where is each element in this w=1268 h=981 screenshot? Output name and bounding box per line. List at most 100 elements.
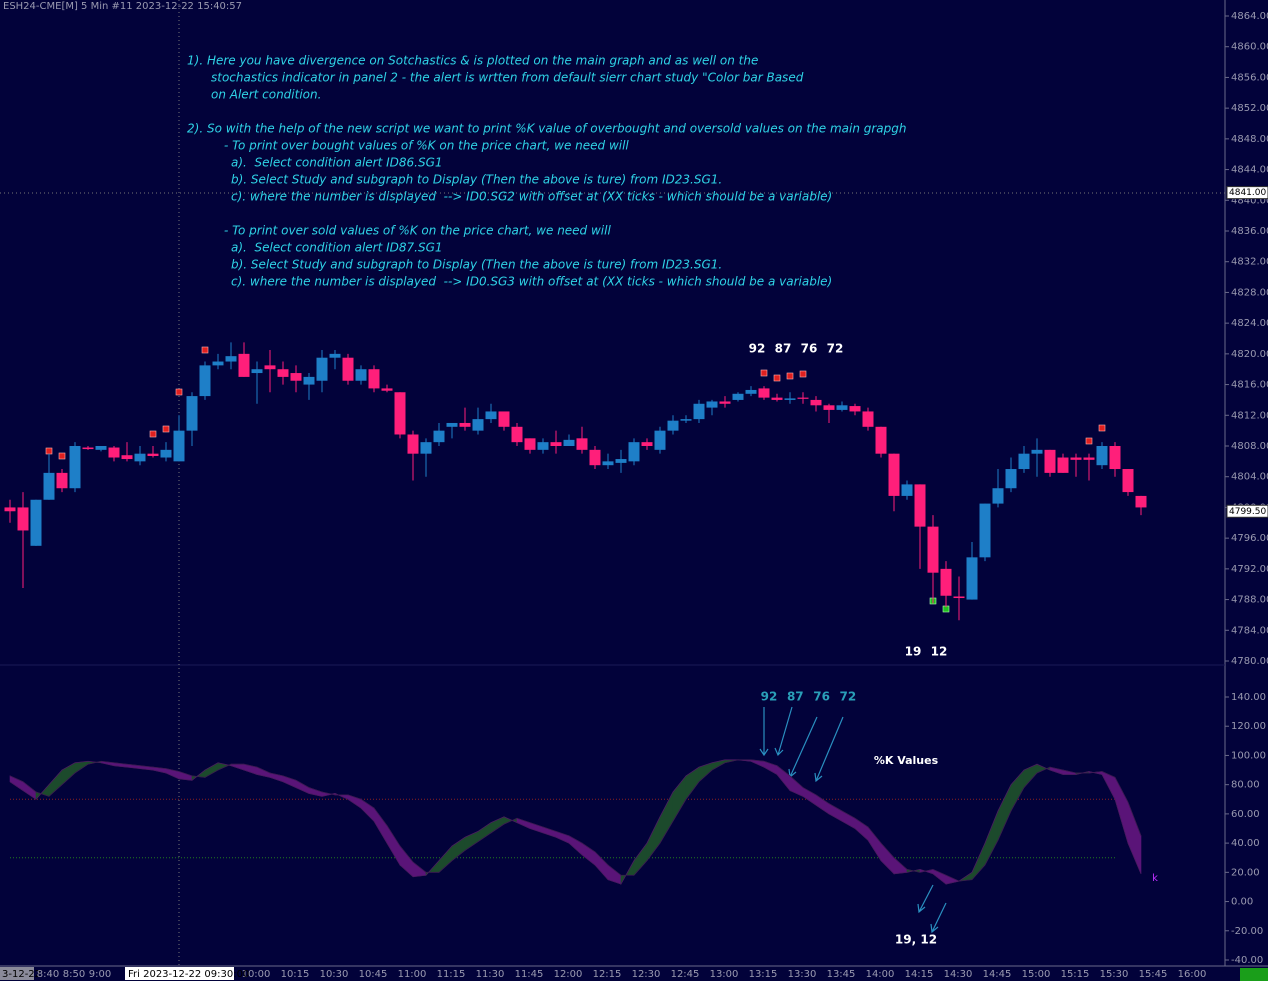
candle-body xyxy=(1109,446,1121,470)
start-label-box xyxy=(0,967,34,980)
candle-body xyxy=(823,405,835,410)
candle-body xyxy=(1018,453,1030,470)
candle-body xyxy=(641,442,653,446)
x-tick-label: 15:15 xyxy=(1061,969,1090,980)
y-tick-label: 4824.00 xyxy=(1231,318,1268,329)
arrow xyxy=(814,716,844,783)
overbought-marker xyxy=(149,430,157,438)
candle-body xyxy=(875,426,887,454)
candle-body xyxy=(17,507,29,531)
note-line: stochastics indicator in panel 2 - the a… xyxy=(211,71,804,85)
note-line: 1). Here you have divergence on Sotchast… xyxy=(187,54,758,68)
x-tick-label: 13:00 xyxy=(710,969,739,980)
candle-body xyxy=(4,507,16,512)
x-tick-label: 16:00 xyxy=(1178,969,1207,980)
y-tick-label: 4840.00 xyxy=(1231,195,1268,206)
note-line: a). Select condition alert ID87.SG1 xyxy=(231,241,443,255)
candle-body xyxy=(30,499,42,546)
note-line: c). where the number is displayed --> ID… xyxy=(231,275,832,289)
candle-body xyxy=(329,353,341,358)
candle-body xyxy=(862,411,874,427)
candle-body xyxy=(771,397,783,400)
x-tick-label: 14:15 xyxy=(905,969,934,980)
y-tick-label: 4780.00 xyxy=(1231,656,1268,667)
candle-body xyxy=(420,442,432,454)
candle-body xyxy=(745,389,757,394)
candle-body xyxy=(43,472,55,500)
overbought-value: 92 xyxy=(749,342,766,356)
arrow xyxy=(917,884,934,914)
candle-body xyxy=(693,403,705,420)
overbought-value: 87 xyxy=(775,342,792,356)
y-tick-label: 4812.00 xyxy=(1231,410,1268,421)
candle-body xyxy=(316,357,328,381)
y-tick-label: 4836.00 xyxy=(1231,226,1268,237)
x-tick-label: 10:45 xyxy=(359,969,388,980)
candle-body xyxy=(537,442,549,450)
price-marker-label: 4799.50 xyxy=(1229,507,1266,517)
note-line: b). Select Study and subgraph to Display… xyxy=(231,173,722,187)
chart-header: ESH24-CME[M] 5 Min #11 2023-12-22 15:40:… xyxy=(3,1,242,12)
time-start-label: 3-12-22 xyxy=(2,969,41,980)
candle-body xyxy=(1096,446,1108,466)
x-tick-label: 12:00 xyxy=(554,969,583,980)
candle-body xyxy=(979,503,991,558)
candle-body xyxy=(797,397,809,399)
candle-body xyxy=(719,401,731,404)
oversold-text: 19, 12 xyxy=(895,933,937,947)
candle-body xyxy=(901,484,913,496)
k-title: %K Values xyxy=(874,754,939,767)
note-line: b). Select Study and subgraph to Display… xyxy=(231,258,722,272)
k-value: 72 xyxy=(840,690,857,704)
candle-body xyxy=(108,447,120,458)
candle-body xyxy=(966,557,978,600)
candle-body xyxy=(394,392,406,435)
y-tick-label: 4792.00 xyxy=(1231,564,1268,575)
k-value: 92 xyxy=(761,690,778,704)
x-tick-label: 11:00 xyxy=(398,969,427,980)
candle-body xyxy=(225,356,237,362)
candle-body xyxy=(134,453,146,462)
x-tick-label: 14:30 xyxy=(944,969,973,980)
candle-body xyxy=(810,399,822,406)
candle-body xyxy=(576,438,588,450)
y-tick-label: 4788.00 xyxy=(1231,595,1268,606)
overbought-marker xyxy=(773,374,781,382)
x-tick-label: 8:50 xyxy=(63,969,85,980)
overbought-marker xyxy=(1085,437,1093,445)
y-tick-label: -20.00 xyxy=(1231,926,1263,937)
candle-body xyxy=(368,369,380,389)
price-marker xyxy=(1226,504,1268,518)
candle-body xyxy=(758,388,770,398)
x-tick-label: 15:45 xyxy=(1139,969,1168,980)
arrow xyxy=(774,706,793,757)
x-tick-label: 8:40 xyxy=(37,969,59,980)
y-tick-label: 4848.00 xyxy=(1231,134,1268,145)
candle-body xyxy=(1005,469,1017,489)
y-tick-label: 4860.00 xyxy=(1231,42,1268,53)
candle-body xyxy=(654,430,666,450)
candle-body xyxy=(784,398,796,400)
note-line: 2). So with the help of the new script w… xyxy=(187,122,906,136)
candle-body xyxy=(186,396,198,431)
candle-body xyxy=(290,373,302,381)
overbought-marker xyxy=(45,447,53,455)
x-tick-label: 12:45 xyxy=(671,969,700,980)
y-tick-label: 4808.00 xyxy=(1231,441,1268,452)
candle-body xyxy=(888,453,900,496)
y-tick-label: 4796.00 xyxy=(1231,533,1268,544)
y-tick-label: 40.00 xyxy=(1231,838,1260,849)
candle-body xyxy=(914,484,926,527)
candle-body xyxy=(472,419,484,431)
stoch-line-d xyxy=(9,759,1142,882)
end-label: k xyxy=(1152,873,1158,884)
y-tick-label: 4816.00 xyxy=(1231,380,1268,391)
y-tick-label: 60.00 xyxy=(1231,809,1260,820)
x-tick-label: 15:30 xyxy=(1100,969,1129,980)
y-tick-label: 120.00 xyxy=(1231,721,1266,732)
candle-body xyxy=(121,455,133,460)
candle-body xyxy=(407,434,419,454)
y-tick-label: 80.00 xyxy=(1231,780,1260,791)
candle-body xyxy=(1057,457,1069,473)
note-line: - To print over bought values of %K on t… xyxy=(224,139,629,153)
